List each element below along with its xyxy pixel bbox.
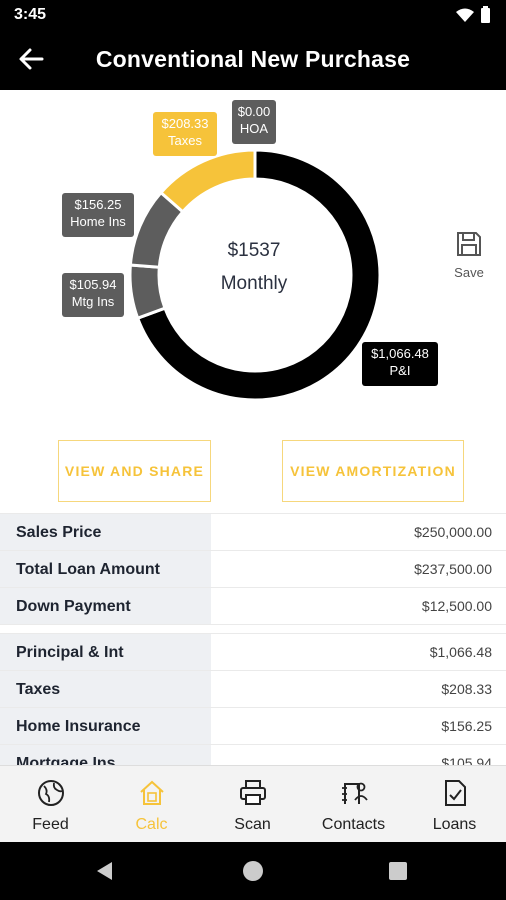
nav-label: Feed [32,816,69,833]
chart-label-hoa: $0.00 HOA [232,100,276,144]
app-bar: Conventional New Purchase [0,30,506,90]
nav-label: Contacts [321,816,386,833]
home-circle-icon[interactable] [243,861,263,881]
row-value: $237,500.00 [414,561,492,577]
status-time: 3:45 [14,6,47,23]
donut-chart [128,148,382,402]
chart-label-value: $208.33 [161,116,209,131]
table-row: Sales Price $250,000.00 [0,514,506,551]
table-row: Home Insurance $156.25 [0,708,506,745]
chart-label-mtg-ins: $105.94 Mtg Ins [62,273,124,317]
chart-label-name: HOA [239,121,269,136]
chart-label-name: Taxes [168,133,202,148]
payment-chart: $1537 Monthly $208.33 Taxes $0.00 HOA $1… [0,90,506,430]
save-button[interactable]: Save [450,230,488,285]
row-label: Down Payment [0,588,211,624]
donut-slice-taxes [158,148,257,214]
row-value: $156.25 [441,718,492,734]
back-button[interactable] [16,44,52,76]
nav-label: Loans [432,816,477,833]
document-check-icon [445,780,466,806]
nav-item-scan[interactable]: Scan [202,766,303,843]
table-row: Total Loan Amount $237,500.00 [0,551,506,588]
globe-icon [38,780,64,806]
chart-center-total: $1537 [227,240,281,261]
nav-label: Calc [135,816,168,833]
chart-label-name: Home Ins [70,214,126,229]
loan-summary-table: Sales Price $250,000.00 Total Loan Amoun… [0,513,506,625]
payment-breakdown-table: Principal & Int $1,066.48 Taxes $208.33 … [0,633,506,782]
row-label: Principal & Int [0,634,211,670]
table-row: Principal & Int $1,066.48 [0,634,506,671]
nav-item-loans[interactable]: Loans [404,766,505,843]
floppy-disk-icon [457,232,481,256]
chart-label-value: $0.00 [237,104,271,119]
row-value: $1,066.48 [429,644,492,660]
chart-label-value: $105.94 [69,277,117,292]
arrow-left-icon [19,48,44,70]
row-label: Sales Price [0,514,211,550]
row-label: Total Loan Amount [0,551,211,587]
chart-label-value: $156.25 [74,197,122,212]
view-amortization-button[interactable]: VIEW AMORTIZATION [282,440,464,502]
row-value: $208.33 [441,681,492,697]
table-row: Taxes $208.33 [0,671,506,708]
recents-square-icon[interactable] [389,862,407,880]
chart-label-value: $1,066.48 [371,346,429,361]
page-title: Conventional New Purchase [95,46,411,72]
row-value: $250,000.00 [414,524,492,540]
system-nav-bar [0,842,506,900]
chart-label-home-ins: $156.25 Home Ins [62,193,134,237]
nav-label: Scan [234,816,271,833]
donut-slice-p-i [135,148,382,402]
view-and-share-button[interactable]: VIEW AND SHARE [58,440,211,502]
chart-center-label: Monthly [220,273,288,294]
row-value: $12,500.00 [421,598,492,614]
chart-label-pi: $1,066.48 P&I [362,342,438,386]
nav-item-contacts[interactable]: Contacts [303,766,404,843]
wifi-battery-icon [456,6,490,23]
back-triangle-icon[interactable] [97,862,112,880]
nav-item-feed[interactable]: Feed [0,766,101,843]
house-calc-icon [140,780,164,805]
row-label: Taxes [0,671,211,707]
table-row: Down Payment $12,500.00 [0,588,506,625]
save-label: Save [454,265,484,280]
bottom-nav: Feed Calc Scan Contacts Loans [0,765,506,842]
chart-label-name: P&I [389,363,411,378]
system-nav-icons [97,861,407,881]
row-label: Home Insurance [0,708,211,744]
status-bar: 3:45 [0,0,506,30]
printer-icon [240,780,266,805]
contacts-icon [342,782,368,804]
chart-label-name: Mtg Ins [71,294,115,309]
chart-label-taxes: $208.33 Taxes [153,112,217,156]
nav-item-calc[interactable]: Calc [101,766,202,843]
